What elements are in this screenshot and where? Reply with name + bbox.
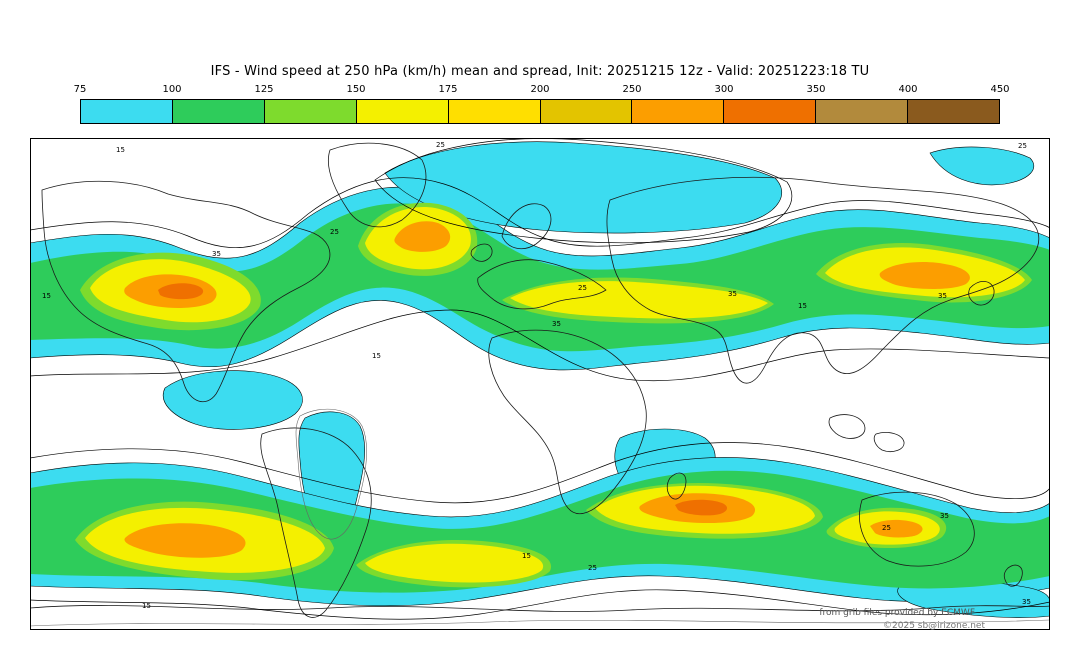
colorbar-tick: 100 <box>162 84 182 95</box>
contour-label: 25 <box>436 141 445 149</box>
colorbar-ticks: 75 100 125 150 175 200 250 300 350 400 450 <box>74 84 1010 97</box>
colorbar-segment <box>356 100 449 123</box>
colorbar-tick: 125 <box>254 84 274 95</box>
attribution-copyright: ©2025 sb@irizone.net <box>883 621 985 631</box>
world-wind-map: 15 25 25 15 35 25 25 35 15 35 15 35 25 3… <box>29 138 1051 630</box>
map-frame <box>30 138 1050 630</box>
wind-speed-fill-layer <box>29 141 1051 618</box>
colorbar-tick: 450 <box>990 84 1010 95</box>
contour-label: 35 <box>938 292 947 300</box>
colorbar-tick: 300 <box>714 84 734 95</box>
colorbar-segment <box>724 100 817 123</box>
contour-label: 35 <box>1022 598 1031 606</box>
colorbar-tick: 150 <box>346 84 366 95</box>
contour-label: 15 <box>142 602 151 610</box>
contour-label: 15 <box>116 146 125 154</box>
colorbar-segment <box>81 100 173 123</box>
colorbar-segments <box>80 99 1000 124</box>
colorbar-tick: 400 <box>898 84 918 95</box>
contour-label: 35 <box>552 320 561 328</box>
colorbar-tick: 250 <box>622 84 642 95</box>
contour-label: 35 <box>212 250 221 258</box>
colorbar-segment <box>172 100 265 123</box>
colorbar-tick: 75 <box>73 84 87 95</box>
contour-label: 25 <box>588 564 597 572</box>
colorbar-segment <box>908 100 1000 123</box>
contour-label: 15 <box>522 552 531 560</box>
colorbar-segment <box>448 100 541 123</box>
contour-labels-layer: 15 25 25 15 35 25 25 35 15 35 15 35 25 3… <box>42 141 1031 610</box>
contour-label: 15 <box>42 292 51 300</box>
page-title: IFS - Wind speed at 250 hPa (km/h) mean … <box>210 64 870 79</box>
colorbar-segment <box>632 100 725 123</box>
contour-label: 25 <box>1018 142 1027 150</box>
colorbar-segment <box>264 100 357 123</box>
contour-label: 15 <box>798 302 807 310</box>
coastlines-layer <box>29 142 1051 618</box>
colorbar-segment <box>816 100 909 123</box>
attribution-ecmwf: from grib files provided by ECMWF <box>819 608 975 618</box>
contour-label: 25 <box>882 524 891 532</box>
colorbar-tick: 175 <box>438 84 458 95</box>
colorbar-segment <box>540 100 633 123</box>
colorbar-tick: 350 <box>806 84 826 95</box>
colorbar-tick: 200 <box>530 84 550 95</box>
map-area: 15 25 25 15 35 25 25 35 15 35 15 35 25 3… <box>29 138 1051 630</box>
contour-label: 25 <box>578 284 587 292</box>
contour-label: 35 <box>728 290 737 298</box>
contour-label: 15 <box>372 352 381 360</box>
contour-label: 35 <box>940 512 949 520</box>
contour-label: 25 <box>330 228 339 236</box>
